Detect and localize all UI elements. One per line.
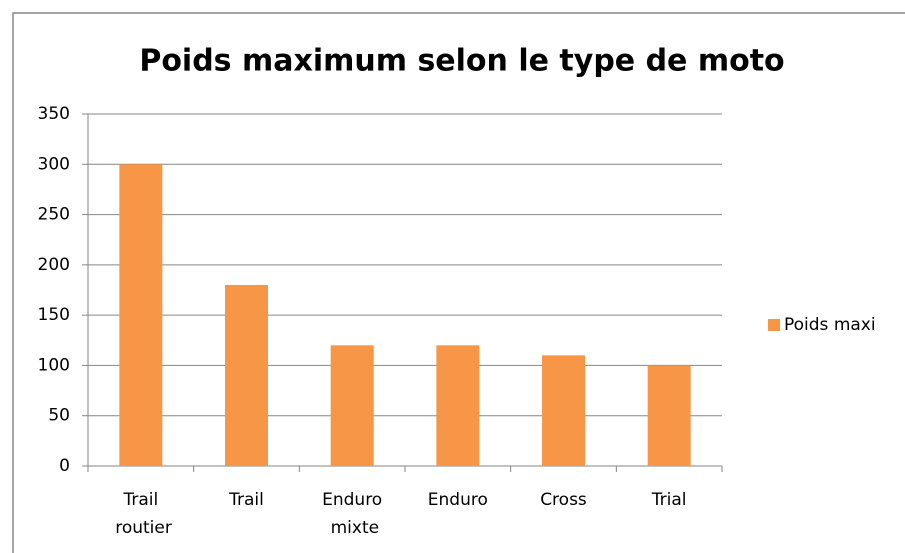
y-tick-label: 100 xyxy=(38,355,70,375)
x-tick-label: Cross xyxy=(540,490,587,510)
y-tick-label: 0 xyxy=(59,456,70,476)
y-tick-label: 200 xyxy=(38,255,70,275)
y-tick-label: 150 xyxy=(38,305,70,325)
legend-label: Poids maxi xyxy=(784,315,876,335)
y-tick-label: 300 xyxy=(38,154,70,174)
chart-title: Poids maximum selon le type de moto xyxy=(139,44,784,79)
y-tick-label: 250 xyxy=(38,205,70,225)
x-tick-label: Trail routier xyxy=(110,490,172,538)
x-tick-label: Enduro mixte xyxy=(322,490,382,538)
bar xyxy=(436,345,480,466)
bar xyxy=(542,355,585,466)
bar xyxy=(647,365,691,466)
x-tick-label: Trial xyxy=(651,490,687,510)
y-tick-label: 350 xyxy=(38,104,70,124)
bar xyxy=(119,164,163,467)
y-tick-label: 50 xyxy=(48,406,70,426)
x-tick-label: Trail xyxy=(228,490,264,510)
bar xyxy=(225,284,268,466)
x-tick-label: Enduro xyxy=(428,490,488,510)
legend-swatch xyxy=(768,319,780,331)
bar xyxy=(330,345,374,466)
